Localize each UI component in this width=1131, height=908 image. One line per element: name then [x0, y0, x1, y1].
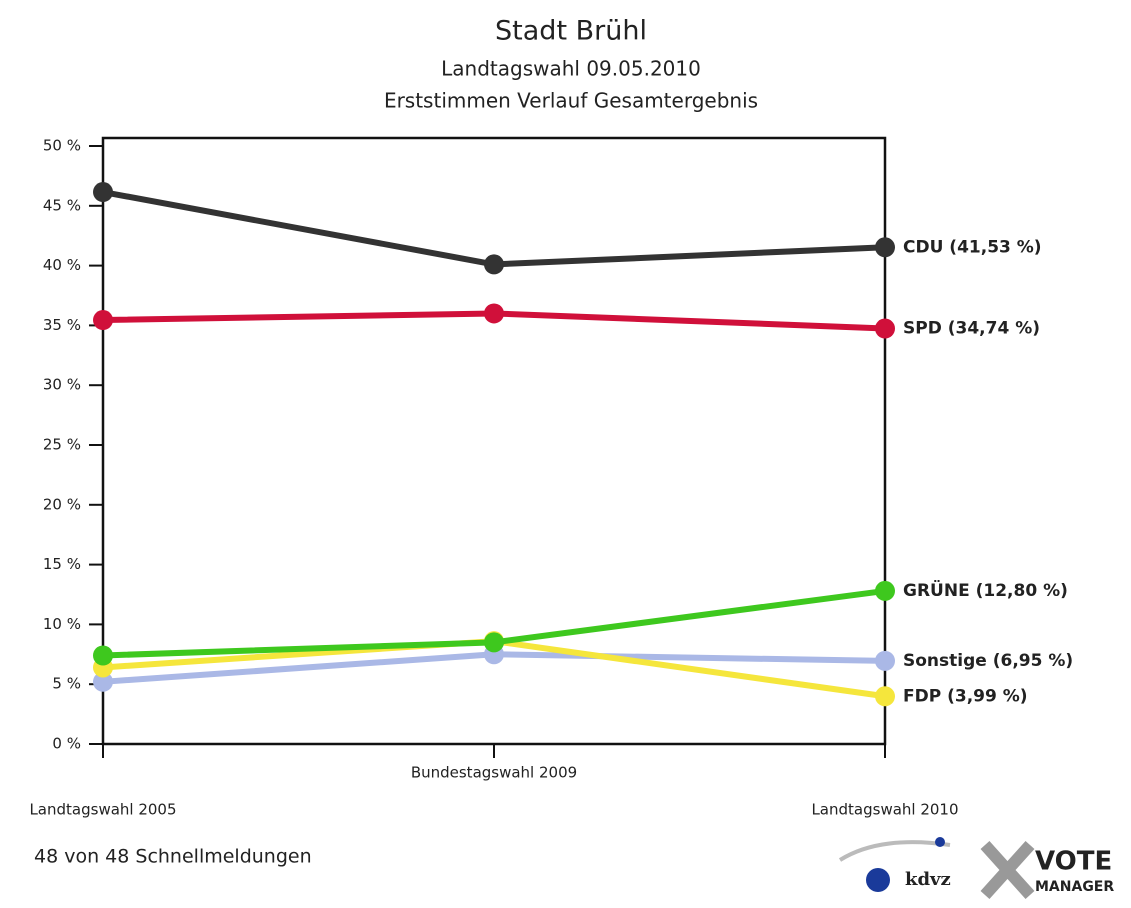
logo: kdvz VOTE MANAGER	[838, 837, 1114, 900]
y-tick-label: 0 %	[52, 735, 81, 753]
x-tick-label: Bundestagswahl 2009	[411, 764, 577, 782]
logo-text: kdvz	[905, 869, 951, 890]
data-point	[875, 318, 895, 339]
logo-text: VOTE	[1035, 847, 1112, 877]
y-tick-label: 45 %	[43, 196, 81, 214]
chart-subtitle: Erststimmen Verlauf Gesamtergebnis	[384, 89, 758, 113]
value-label: FDP (3,99 %)	[903, 686, 1028, 706]
data-point	[93, 182, 113, 203]
x-tick-label: Landtagswahl 2010	[811, 801, 958, 819]
y-tick-label: 10 %	[43, 615, 81, 633]
data-point	[484, 632, 504, 653]
x-tick-label: Landtagswahl 2005	[29, 801, 176, 819]
value-label: CDU (41,53 %)	[903, 237, 1042, 257]
chart-title: Stadt Brühl	[495, 16, 647, 47]
y-tick-label: 30 %	[43, 376, 81, 394]
y-tick-label: 40 %	[43, 256, 81, 274]
footer-note: 48 von 48 Schnellmeldungen	[34, 846, 312, 868]
data-point	[93, 310, 113, 331]
y-tick-label: 5 %	[52, 675, 81, 693]
value-label: GRÜNE (12,80 %)	[903, 579, 1068, 601]
value-label: SPD (34,74 %)	[903, 319, 1040, 339]
data-point	[93, 645, 113, 666]
logo-swoosh	[838, 840, 951, 862]
y-tick-label: 25 %	[43, 436, 81, 454]
data-point	[484, 303, 504, 324]
data-point	[875, 686, 895, 707]
y-tick-label: 15 %	[43, 555, 81, 573]
data-point	[875, 237, 895, 258]
data-point	[93, 671, 113, 692]
value-label: Sonstige (6,95 %)	[903, 651, 1073, 671]
y-tick-label: 20 %	[43, 495, 81, 513]
logo-cross	[980, 840, 1035, 900]
series-line	[102, 189, 886, 268]
y-tick-label: 35 %	[43, 316, 81, 334]
data-point	[875, 650, 895, 671]
logo-ball	[935, 837, 945, 847]
logo-ball	[866, 868, 890, 892]
y-tick-label: 50 %	[43, 137, 81, 155]
logo-text: MANAGER	[1035, 879, 1114, 895]
data-point	[484, 254, 504, 275]
chart-subtitle: Landtagswahl 09.05.2010	[441, 57, 701, 81]
data-point	[875, 580, 895, 601]
